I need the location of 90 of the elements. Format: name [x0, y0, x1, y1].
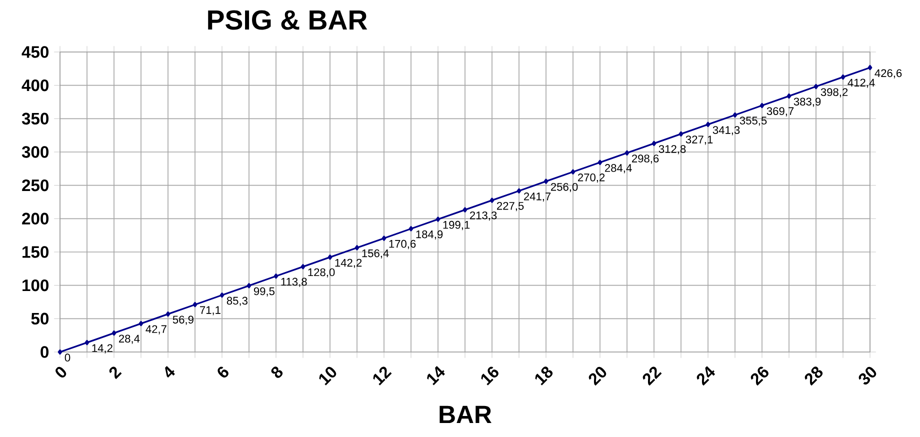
- data-label: 383,9: [794, 98, 821, 107]
- point: [328, 254, 332, 260]
- data-label: 156,4: [362, 249, 389, 259]
- point: [678, 131, 684, 137]
- point: [840, 74, 846, 80]
- y-tick-label: 50: [31, 312, 49, 325]
- x-tick-label: 22: [642, 366, 662, 386]
- data-label: 241,7: [524, 192, 551, 202]
- x-tick-label: 30: [858, 366, 876, 384]
- y-tick-label: 0: [40, 346, 49, 358]
- point: [354, 245, 360, 250]
- data-label: 298,6: [632, 154, 659, 164]
- y-tick-label: 350: [22, 112, 49, 125]
- point: [436, 216, 440, 222]
- x-tick-label: 24: [696, 366, 716, 386]
- point: [382, 236, 386, 241]
- y-tick-label: 400: [22, 79, 49, 92]
- point: [220, 292, 224, 298]
- data-label: 312,8: [658, 145, 686, 154]
- x-axis-title: BAR: [440, 406, 492, 424]
- data-label: 270,2: [578, 174, 605, 183]
- y-tick-label: 200: [22, 212, 49, 225]
- data-label: 56,9: [172, 316, 194, 325]
- point: [138, 320, 144, 326]
- chart-title: PSIG & BAR: [208, 10, 368, 30]
- data-label: 128,0: [308, 268, 335, 278]
- x-tick-label: 16: [481, 366, 498, 386]
- data-label: 42,7: [146, 325, 166, 334]
- point: [84, 340, 90, 346]
- point: [58, 349, 62, 355]
- y-tick-label: 250: [22, 179, 49, 192]
- point: [300, 264, 306, 270]
- data-label: 113,8: [281, 278, 307, 287]
- data-label: 341,3: [712, 126, 740, 136]
- data-label: 412,4: [848, 78, 875, 88]
- y-tick-label: 100: [22, 279, 49, 292]
- x-tick-label: 0: [56, 366, 66, 378]
- y-tick-label: 450: [22, 46, 49, 58]
- data-label: 71,1: [200, 306, 220, 316]
- point: [868, 64, 872, 70]
- data-label: 85,3: [226, 296, 248, 306]
- data-label: 170,6: [389, 240, 416, 250]
- x-tick-label: 8: [271, 366, 283, 378]
- data-label: 369,7: [766, 107, 794, 116]
- x-tick-label: 28: [804, 366, 823, 386]
- point: [462, 207, 468, 212]
- data-label: 213,3: [470, 211, 497, 221]
- data-label: 256,0: [551, 182, 578, 192]
- point: [732, 112, 738, 118]
- data-label: 0: [64, 354, 70, 362]
- point: [112, 330, 116, 336]
- point: [814, 84, 818, 90]
- point: [598, 160, 602, 166]
- data-label: 14,2: [92, 344, 112, 354]
- data-label: 28,4: [118, 334, 140, 344]
- point: [624, 150, 630, 156]
- x-tick-label: 26: [750, 366, 768, 386]
- data-label: 227,5: [496, 202, 524, 212]
- x-tick-label: 18: [535, 366, 553, 386]
- point: [652, 140, 656, 146]
- point: [166, 311, 170, 317]
- x-tick-label: 6: [218, 366, 228, 378]
- data-label: 398,2: [820, 88, 848, 98]
- data-label: 184,9: [416, 230, 443, 240]
- point: [246, 283, 252, 288]
- point: [706, 122, 710, 128]
- x-tick-label: 2: [109, 366, 122, 380]
- y-tick-label: 150: [22, 246, 49, 258]
- point: [408, 226, 414, 232]
- point: [192, 302, 198, 308]
- y-tick-label: 300: [22, 146, 49, 158]
- point: [274, 274, 278, 279]
- x-tick-label: 20: [588, 366, 606, 386]
- x-tick-label: 14: [427, 366, 445, 386]
- data-label: 199,1: [443, 220, 470, 230]
- data-label: 426,6: [874, 69, 902, 78]
- x-tick-label: 10: [319, 366, 336, 386]
- point: [490, 198, 494, 203]
- data-label: 99,5: [254, 287, 275, 296]
- data-label: 355,5: [740, 116, 767, 126]
- data-label: 284,4: [604, 164, 632, 174]
- data-label: 142,2: [335, 258, 362, 268]
- point: [786, 93, 792, 99]
- x-tick-label: 12: [373, 366, 392, 386]
- point: [544, 178, 548, 184]
- point: [516, 188, 522, 194]
- point: [760, 102, 764, 108]
- point: [570, 169, 576, 174]
- x-tick-label: 4: [165, 366, 175, 378]
- data-label: 327,1: [686, 136, 713, 145]
